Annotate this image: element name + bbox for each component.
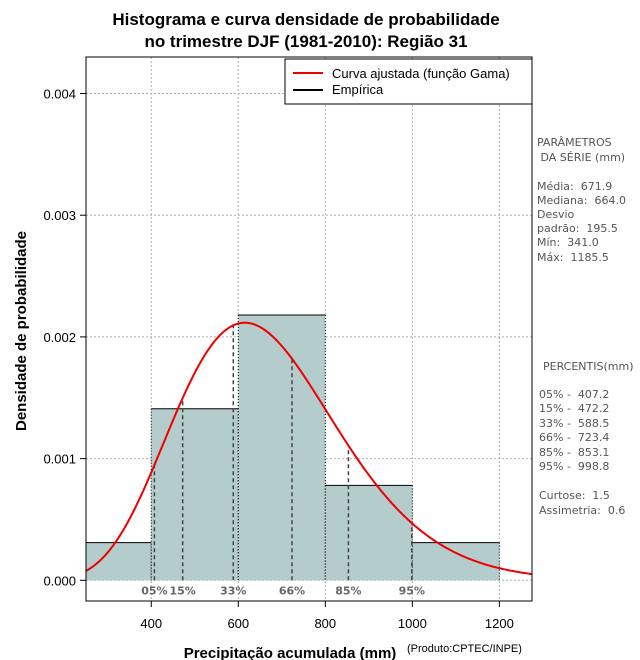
skewness-stat: Assimetria: 0.6	[539, 504, 625, 517]
x-tick-label: 600	[227, 616, 249, 631]
params-heading-line-1: PARÂMETROS	[537, 136, 612, 149]
percentil-33: 33% - 588.5	[539, 417, 609, 430]
gamma-fit-curve	[85, 321, 533, 576]
x-tick-label: 800	[314, 616, 336, 631]
percentil-95: 95% - 998.8	[539, 460, 609, 473]
chart-title-line-2: no trimestre DJF (1981-2010): Região 31	[144, 32, 467, 51]
percentis-heading: PERCENTIS(mm)	[543, 360, 634, 373]
y-tick-label: 0.000	[43, 573, 76, 588]
percentil-85: 85% - 853.1	[539, 446, 609, 459]
percentile-label: 66%	[279, 584, 305, 597]
legend-box	[284, 58, 533, 105]
x-axis-title: Precipitação acumulada (mm)	[184, 645, 397, 660]
histogram-bars	[85, 314, 500, 581]
axis-ticks: 400 600 800 1000 1200 0.000 0.001 0.002 0.003 0.0…	[43, 87, 513, 631]
histogram-bar	[238, 315, 326, 581]
param-stddev-label: Desvio	[537, 208, 575, 221]
legend-curve-label: Curva ajustada (função Gama)	[332, 66, 510, 81]
histogram-bar	[151, 408, 239, 581]
y-axis-title: Densidade de probabilidade	[13, 231, 30, 431]
y-tick-label: 0.001	[43, 452, 76, 467]
percentile-label: 05%	[141, 584, 167, 597]
histogram-bar	[412, 542, 500, 581]
legend-empirical-label: Empírica	[332, 82, 384, 97]
percentile-markers: 05% 15% 33% 66% 85% 95%	[141, 325, 425, 597]
param-stddev-value: padrão: 195.5	[537, 222, 618, 235]
histogram-bar	[325, 485, 413, 581]
x-tick-label: 400	[140, 616, 162, 631]
percentil-05: 05% - 407.2	[539, 388, 609, 401]
param-min: Mín: 341.0	[537, 236, 599, 249]
chart-title-line-1: Histograma e curva densidade de probabil…	[112, 10, 499, 29]
plot-frame	[85, 56, 533, 602]
percentile-label: 95%	[399, 584, 425, 597]
param-median: Mediana: 664.0	[537, 194, 626, 207]
param-max: Máx: 1185.5	[537, 251, 609, 264]
param-mean: Média: 671.9	[537, 180, 612, 193]
histogram-bar	[86, 542, 152, 581]
x-tick-label: 1000	[398, 616, 427, 631]
y-tick-label: 0.004	[43, 87, 76, 102]
y-tick-label: 0.003	[43, 208, 76, 223]
percentil-66: 66% - 723.4	[539, 431, 609, 444]
x-tick-label: 1200	[485, 616, 514, 631]
y-tick-label: 0.002	[43, 330, 76, 345]
percentile-label: 85%	[335, 584, 361, 597]
kurtosis-stat: Curtose: 1.5	[539, 489, 610, 502]
percentile-label: 33%	[220, 584, 246, 597]
stats-panel: PARÂMETROS DA SÉRIE (mm) Média: 671.9 Me…	[537, 136, 634, 517]
params-heading-line-2: DA SÉRIE (mm)	[537, 151, 625, 164]
percentil-15: 15% - 472.2	[539, 402, 609, 415]
percentile-label: 15%	[170, 584, 196, 597]
legend: Curva ajustada (função Gama) Empírica	[284, 58, 533, 105]
credit-text: (Produto:CPTEC/INPE)	[407, 643, 522, 655]
